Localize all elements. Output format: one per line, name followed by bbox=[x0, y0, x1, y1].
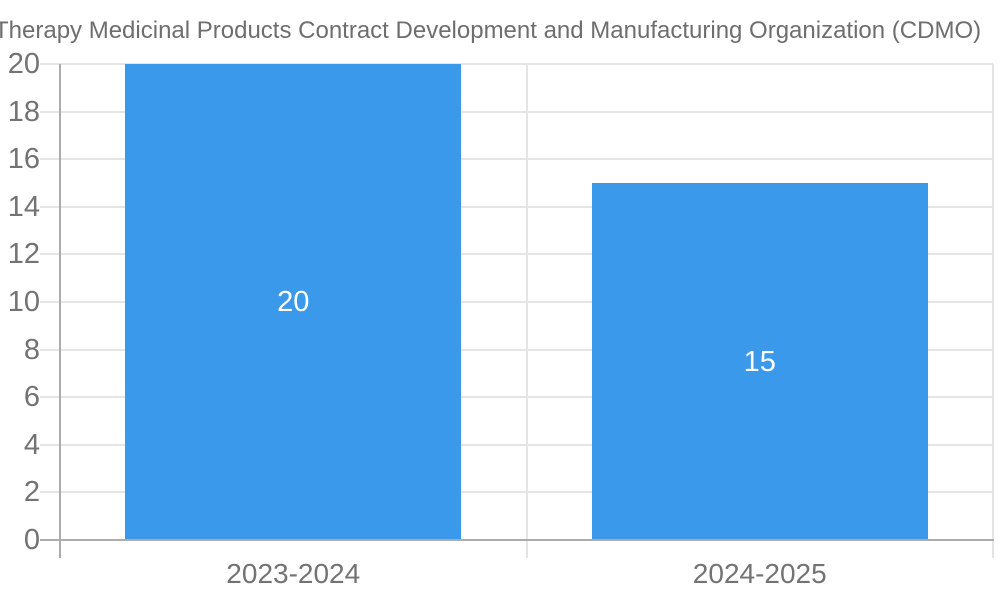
y-axis-line bbox=[59, 64, 61, 558]
y-axis-tick-label: 14 bbox=[7, 190, 40, 223]
x-boundary-gridline bbox=[992, 64, 994, 558]
bar-value-label: 15 bbox=[743, 345, 776, 378]
y-tick-mark bbox=[40, 253, 60, 256]
x-axis-line bbox=[59, 539, 994, 541]
y-tick-mark bbox=[40, 443, 60, 446]
y-tick-mark bbox=[40, 158, 60, 161]
y-axis-tick-label: 18 bbox=[7, 95, 40, 128]
x-axis-category-label: 2024-2025 bbox=[692, 558, 827, 589]
y-tick-mark bbox=[40, 539, 60, 541]
y-axis-tick-label: 2 bbox=[23, 476, 40, 509]
y-tick-mark bbox=[40, 301, 60, 303]
y-axis-tick-label: 4 bbox=[23, 428, 40, 461]
bar-value-label: 20 bbox=[277, 286, 310, 318]
y-axis-tick-label: 8 bbox=[23, 333, 40, 366]
y-axis-tick-label: 12 bbox=[7, 238, 40, 271]
y-tick-mark bbox=[40, 110, 60, 113]
y-axis-tick-label: 20 bbox=[7, 48, 40, 80]
x-boundary-gridline bbox=[525, 64, 528, 558]
y-tick-mark bbox=[40, 348, 60, 351]
x-axis-category-label: 2023-2024 bbox=[226, 558, 361, 589]
y-axis-tick-label: 16 bbox=[7, 143, 40, 176]
chart-title: Therapy Medicinal Products Contract Deve… bbox=[0, 17, 982, 44]
y-tick-mark bbox=[40, 491, 60, 494]
bar-2023-2024[interactable] bbox=[125, 64, 462, 540]
bar-2024-2025[interactable] bbox=[591, 183, 928, 540]
y-axis-tick-label: 0 bbox=[23, 524, 40, 556]
y-tick-mark bbox=[40, 63, 60, 65]
y-tick-mark bbox=[40, 396, 60, 399]
y-tick-mark bbox=[40, 205, 60, 208]
y-axis-tick-label: 6 bbox=[23, 381, 40, 414]
y-axis-tick-label: 10 bbox=[7, 286, 40, 318]
